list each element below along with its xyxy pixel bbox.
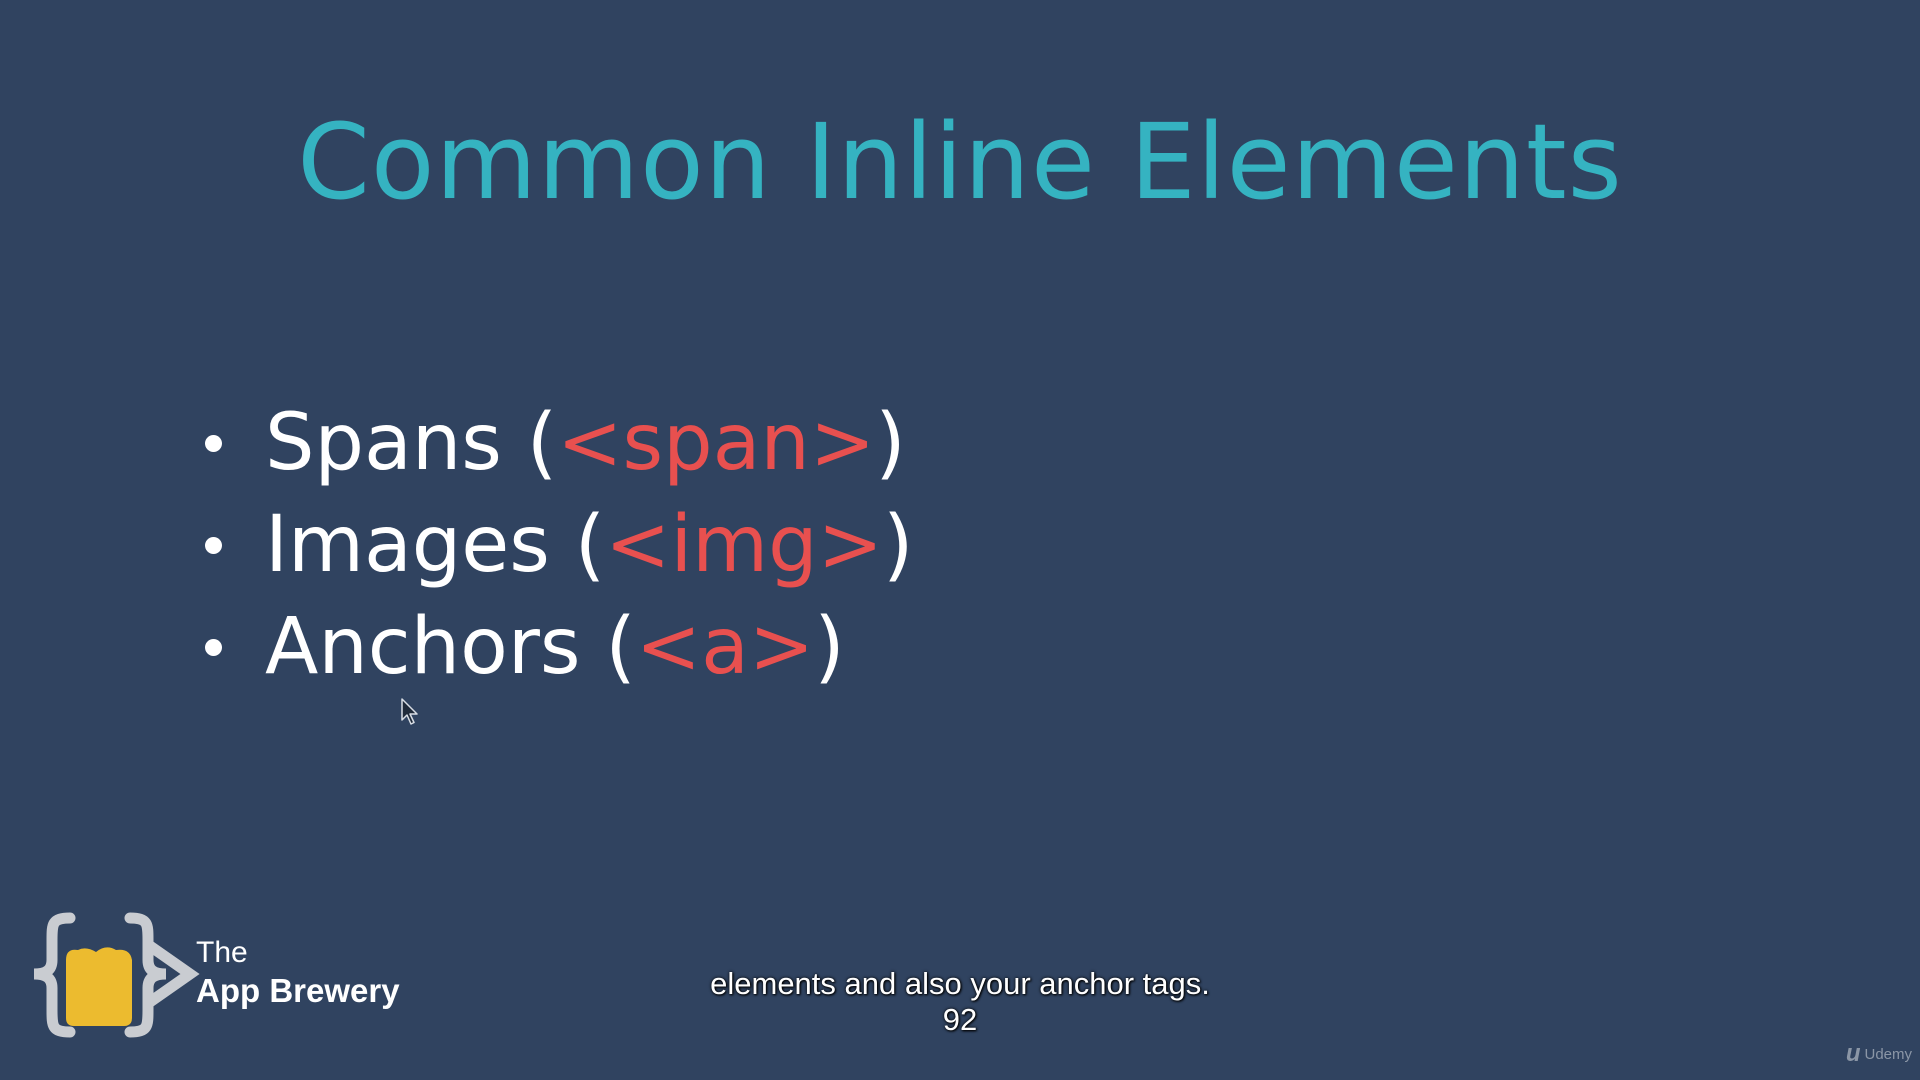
caption-line-2: 92 <box>942 1002 978 1037</box>
bullet-label: Images ( <box>265 500 606 590</box>
udemy-logo-icon: u <box>1845 1040 1861 1067</box>
bullet-close: ) <box>875 398 906 488</box>
bullet-tag: <img> <box>605 500 884 590</box>
bullet-text: Images (<img>) <box>265 494 913 596</box>
caption-line-1: elements and also your anchor tags. <box>710 966 1210 1001</box>
subtitle-caption: elements and also your anchor tags. 92 <box>0 966 1920 1038</box>
bullet-label: Anchors ( <box>265 602 636 692</box>
bullet-close: ) <box>883 500 914 590</box>
bullet-text: Spans (<span>) <box>265 392 906 494</box>
udemy-text: Udemy <box>1864 1045 1912 1063</box>
logo-the-text: The <box>196 936 248 969</box>
bullet-label: Spans ( <box>265 398 558 488</box>
logo-brand-name: App Brewery <box>196 972 400 1009</box>
bullet-icon <box>205 435 222 452</box>
bullet-text: Anchors (<a>) <box>265 596 845 698</box>
udemy-watermark: u Udemy <box>1846 1040 1912 1068</box>
mouse-pointer-icon <box>401 698 418 725</box>
bullet-tag: <a> <box>635 602 815 692</box>
bullet-icon <box>205 639 222 656</box>
slide-title: Common Inline Elements <box>297 101 1623 223</box>
bullet-icon <box>205 537 222 554</box>
bullet-tag: <span> <box>557 398 876 488</box>
bullet-close: ) <box>814 602 845 692</box>
beer-mug-braces-logo <box>33 912 200 1038</box>
